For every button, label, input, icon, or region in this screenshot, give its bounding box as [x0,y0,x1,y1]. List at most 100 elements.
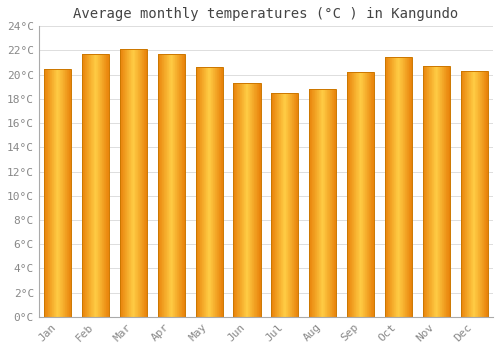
Bar [63,69,64,317]
Bar [399,57,400,317]
Bar [293,93,294,317]
Bar [61,69,62,317]
Bar [332,89,333,317]
Bar [89,54,90,317]
Bar [394,57,395,317]
Bar [400,57,401,317]
Bar [316,89,318,317]
Bar [368,72,370,317]
Bar [142,49,143,317]
Bar [347,72,374,317]
Bar [462,71,463,317]
Bar [442,66,443,317]
Bar [220,68,222,317]
Bar [244,83,245,317]
Bar [211,68,212,317]
Bar [158,54,185,317]
Bar [355,72,356,317]
Bar [289,93,290,317]
Bar [222,68,223,317]
Bar [196,68,197,317]
Bar [322,89,324,317]
Bar [470,71,472,317]
Bar [200,68,201,317]
Bar [88,54,89,317]
Bar [474,71,475,317]
Bar [356,72,357,317]
Bar [357,72,358,317]
Bar [460,71,488,317]
Bar [252,83,253,317]
Bar [435,66,436,317]
Bar [445,66,446,317]
Bar [330,89,331,317]
Bar [477,71,478,317]
Bar [62,69,63,317]
Bar [326,89,327,317]
Bar [473,71,474,317]
Bar [176,54,178,317]
Bar [426,66,428,317]
Bar [387,57,388,317]
Bar [359,72,360,317]
Bar [158,54,159,317]
Bar [370,72,371,317]
Bar [396,57,397,317]
Bar [237,83,238,317]
Bar [144,49,145,317]
Bar [207,68,208,317]
Bar [101,54,102,317]
Bar [91,54,92,317]
Bar [251,83,252,317]
Bar [104,54,105,317]
Bar [448,66,449,317]
Bar [287,93,288,317]
Bar [208,68,209,317]
Bar [51,69,52,317]
Bar [82,54,84,317]
Bar [130,49,132,317]
Bar [485,71,486,317]
Bar [437,66,438,317]
Bar [66,69,68,317]
Bar [90,54,91,317]
Bar [108,54,109,317]
Bar [479,71,480,317]
Bar [352,72,353,317]
Bar [449,66,450,317]
Bar [178,54,179,317]
Bar [309,89,310,317]
Bar [296,93,297,317]
Bar [174,54,176,317]
Bar [239,83,240,317]
Bar [140,49,141,317]
Bar [135,49,136,317]
Bar [424,66,426,317]
Bar [245,83,246,317]
Bar [475,71,476,317]
Bar [234,83,236,317]
Bar [351,72,352,317]
Bar [478,71,479,317]
Bar [46,69,47,317]
Bar [402,57,403,317]
Bar [486,71,487,317]
Bar [461,71,462,317]
Bar [318,89,320,317]
Bar [468,71,469,317]
Bar [92,54,93,317]
Bar [160,54,161,317]
Bar [241,83,242,317]
Bar [196,68,223,317]
Bar [276,93,278,317]
Bar [53,69,54,317]
Bar [286,93,287,317]
Bar [126,49,128,317]
Bar [274,93,276,317]
Bar [271,93,272,317]
Bar [212,68,213,317]
Bar [295,93,296,317]
Bar [386,57,387,317]
Bar [312,89,313,317]
Bar [441,66,442,317]
